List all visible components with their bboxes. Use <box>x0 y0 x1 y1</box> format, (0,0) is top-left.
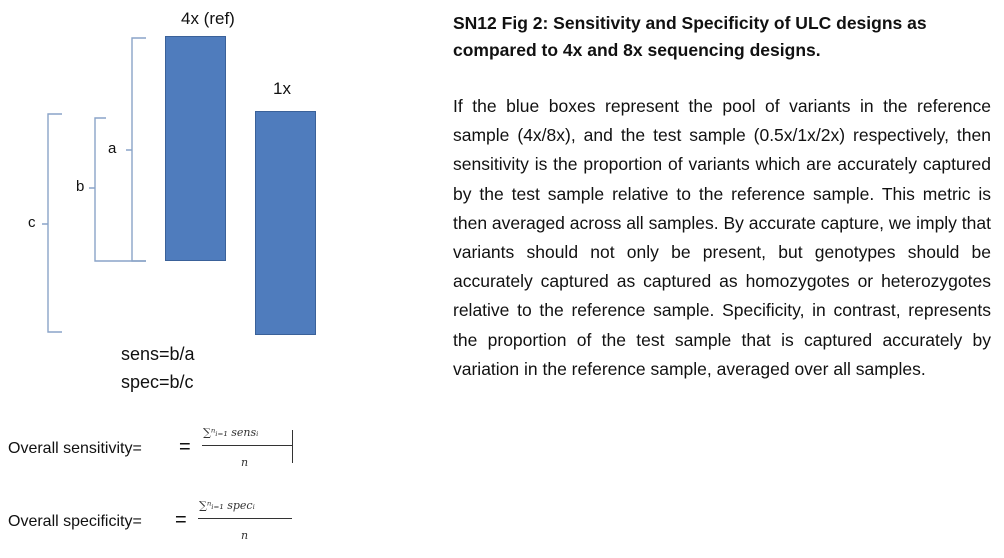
test-sample-box <box>255 111 316 335</box>
brace-b <box>89 117 146 262</box>
test-box-label: 1x <box>273 79 291 98</box>
specificity-numerator: ∑ⁿᵢ₌₁ specᵢ <box>199 499 255 512</box>
specificity-definition: spec=b/c <box>121 372 194 392</box>
sensitivity-fraction-bar <box>202 445 292 446</box>
overall-specificity-label: Overall specificity= <box>8 513 142 530</box>
brace-a <box>126 37 146 262</box>
sensitivity-numerator: ∑ⁿᵢ₌₁ sensᵢ <box>203 426 259 439</box>
sensitivity-equals-sign: = <box>179 436 191 458</box>
sensitivity-cursor-mark <box>292 430 293 463</box>
specificity-denominator: n <box>241 529 249 542</box>
brace-c <box>42 113 62 333</box>
overall-sensitivity-label: Overall sensitivity= <box>8 440 142 457</box>
figure-title: SN12 Fig 2: Sensitivity and Specificity … <box>453 13 927 60</box>
reference-sample-box <box>165 36 226 261</box>
brace-lines <box>42 37 146 333</box>
sensitivity-denominator: n <box>241 456 249 469</box>
brace-a-label: a <box>108 140 117 157</box>
reference-box-label: 4x (ref) <box>181 9 235 28</box>
figure-description: If the blue boxes represent the pool of … <box>453 96 991 379</box>
specificity-equals-sign: = <box>175 509 187 531</box>
sensitivity-definition: sens=b/a <box>121 344 195 364</box>
brace-c-label: c <box>28 214 36 231</box>
specificity-fraction-bar <box>198 518 292 519</box>
brace-b-label: b <box>76 178 85 195</box>
